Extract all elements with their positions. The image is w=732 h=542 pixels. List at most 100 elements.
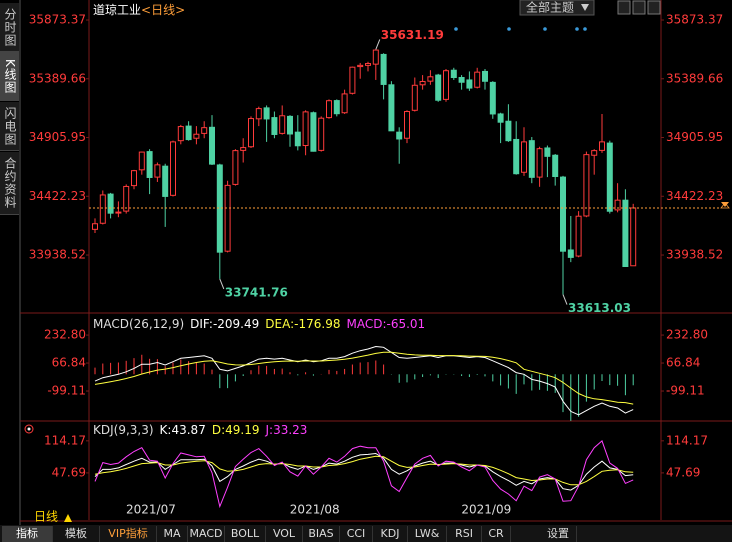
candle-body (279, 115, 286, 134)
indicator-tab[interactable]: 指标 (2, 526, 53, 542)
event-marker[interactable] (454, 27, 458, 31)
candle-body (614, 199, 621, 211)
indicator-line (94, 351, 634, 405)
candle-body (146, 151, 153, 178)
legend-name: K: (160, 423, 172, 437)
indicator-icon[interactable] (24, 424, 34, 434)
event-marker[interactable] (543, 27, 547, 31)
candle-body (240, 147, 247, 151)
indicator-tab[interactable]: MA (157, 526, 188, 542)
indicator-tab[interactable]: CCI (340, 526, 373, 542)
indicator-tab[interactable]: VIP指标 (100, 526, 157, 542)
candle-body (357, 64, 364, 68)
candle-body (435, 74, 442, 101)
theme-button[interactable] (519, 0, 595, 16)
legend-name: DIF: (190, 317, 213, 331)
price-marker (721, 202, 729, 207)
indicator-tab[interactable]: CR (482, 526, 511, 542)
x-tick-label: 2021/08 (290, 503, 340, 517)
candle-body (333, 100, 340, 115)
legend-value: -65.01 (386, 317, 425, 331)
indicator-tab[interactable]: BIAS (303, 526, 340, 542)
y-tick-label: 35389.66 (29, 71, 86, 85)
extreme-label: 33613.03 (568, 301, 631, 315)
candle-body (224, 184, 231, 252)
candle-body (138, 151, 145, 171)
theme-button-label[interactable]: 全部主题 (526, 0, 574, 15)
indicator-tab[interactable]: VOL (266, 526, 303, 542)
legend: MACD(26,12,9) DIF:-209.49 DEA:-176.98 MACD:… (93, 317, 425, 331)
candle-body (271, 117, 278, 135)
y-tick-label-right: 114.17 (666, 433, 708, 447)
candle-body (521, 141, 527, 173)
candle-body (591, 150, 598, 156)
candle-body (248, 118, 254, 148)
side-tab[interactable]: 分时图 (0, 3, 19, 52)
indicator-tab[interactable]: MACD (188, 526, 225, 542)
layout-icon[interactable] (632, 0, 646, 15)
event-marker[interactable] (583, 27, 587, 31)
candle-body (380, 53, 387, 85)
indicator-tab[interactable]: LW& (408, 526, 447, 542)
candle-body (318, 117, 325, 151)
candle-body (606, 142, 613, 212)
y-tick-label-right: 47.69 (666, 465, 700, 479)
candle-body (622, 199, 629, 267)
candle-body (107, 193, 114, 214)
y-tick-label-right: 66.84 (666, 356, 700, 370)
indicator-line (94, 345, 634, 416)
candle-body (115, 211, 122, 214)
indicator-tab[interactable]: KDJ (373, 526, 408, 542)
side-tab[interactable]: 闪电图 (0, 102, 19, 151)
period-label[interactable]: 日线 (34, 510, 58, 524)
legend: KDJ(9,3,3) K:43.87 D:49.19 J:33.23 (93, 423, 307, 437)
candle-body (294, 131, 301, 147)
dropdown-icon[interactable] (581, 4, 589, 11)
side-tab[interactable]: 合约资料 (0, 152, 19, 215)
layout-icon[interactable] (647, 0, 661, 15)
candle-body (255, 108, 262, 120)
x-tick-label: 2021/07 (126, 503, 176, 517)
price-marker (720, 202, 730, 209)
y-tick-label-right: 33938.52 (666, 248, 723, 262)
candle-body (419, 81, 426, 86)
candle-body (427, 76, 434, 82)
legend-title: KDJ(9,3,3) (93, 423, 154, 437)
candle-body (458, 77, 465, 83)
event-marker[interactable] (575, 27, 579, 31)
indicator-line (94, 440, 634, 509)
side-tab[interactable]: K线图 (0, 52, 19, 101)
indicator-tab[interactable]: RSI (447, 526, 482, 542)
candle-body (505, 120, 512, 142)
event-marker[interactable] (507, 27, 511, 31)
y-tick-label-right: 34905.95 (666, 130, 723, 144)
indicator-icon[interactable] (27, 427, 31, 431)
y-tick-label: 66.84 (52, 356, 86, 370)
candle-body (131, 170, 137, 187)
extreme-label: 35631.19 (381, 28, 444, 42)
candle-body (123, 185, 130, 212)
y-tick-label-right: 34422.23 (666, 189, 723, 203)
candle-body (326, 100, 332, 119)
candle-body (341, 93, 348, 114)
candle-body (209, 126, 215, 165)
indicator-tab[interactable]: BOLL (225, 526, 266, 542)
indicator-tab[interactable]: 模板 (53, 526, 100, 542)
y-tick-label: 47.69 (52, 465, 86, 479)
extreme-leader (562, 294, 568, 305)
y-tick-label: 33938.52 (29, 248, 86, 262)
y-tick-label-right: 35389.66 (666, 71, 723, 85)
period-arrow[interactable] (64, 514, 72, 522)
y-tick-label: 114.17 (44, 433, 86, 447)
candle-body (232, 150, 239, 185)
indicator-tab[interactable]: 设置 (540, 526, 577, 542)
legend-title: MACD(26,12,9) (93, 317, 184, 331)
candle-body (404, 111, 410, 139)
candle-body (162, 165, 169, 197)
candle-body (177, 126, 184, 142)
layout-icon[interactable] (617, 0, 631, 15)
legend-value: 33.23 (273, 423, 307, 437)
